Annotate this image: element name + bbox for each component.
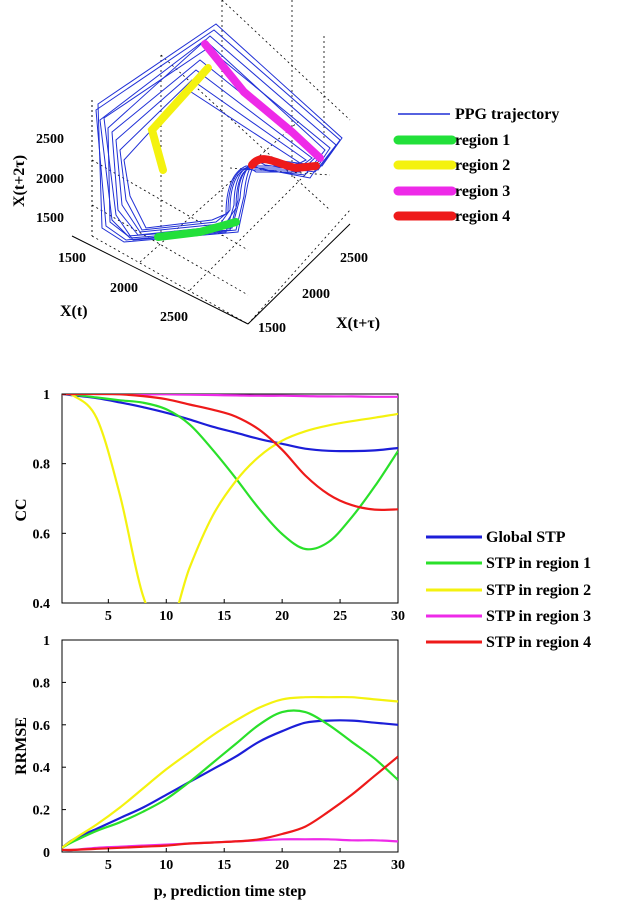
rrmse-y-tick-label: 1 [43,634,50,649]
y-tick: 2500 [340,251,368,266]
cc-y-ticks: 0.4 0.6 0.8 1 [33,388,66,612]
cc-x-tick-label: 20 [275,609,289,624]
legend-label: Global STP [486,529,566,546]
cc-plot: 5 10 15 20 25 30 0.4 0.6 0.8 1 CC [13,388,405,624]
rrmse-y-tick-label: 0.4 [33,761,51,776]
x-tick: 2000 [110,281,138,296]
legend-label: STP in region 2 [486,582,591,599]
legend-label: STP in region 1 [486,555,591,572]
cc-x-tick-label: 30 [391,609,405,624]
trajectory-legend: PPG trajectory region 1 region 2 region … [393,106,559,225]
cc-x-tick-label: 15 [217,609,231,624]
rrmse-y-tick-label: 0.2 [33,804,51,819]
cc-x-ticks: 5 10 15 20 25 30 [105,599,405,624]
rrmse-line-stp-in-region-2 [62,695,398,849]
rrmse-y-tick-label: 0.6 [33,719,51,734]
legend-label: region 4 [455,208,510,225]
cc-y-axis-label: CC [13,498,30,521]
region-2-segment [147,64,212,174]
rrmse-x-ticks: 5 10 15 20 25 30 [105,848,405,873]
rrmse-y-tick-label: 0 [43,846,50,861]
axis-ticks-3d: 2500 2000 1500 1500 2000 2500 2500 2000 … [36,132,368,336]
rrmse-x-tick-label: 5 [105,858,112,873]
z-tick: 2000 [36,172,64,187]
cc-series [62,394,398,603]
rrmse-line-stp-in-region-1 [62,709,398,849]
legend-label: PPG trajectory [455,106,559,123]
y-tick: 2000 [302,287,330,302]
legend-label: STP in region 3 [486,608,591,625]
rrmse-x-tick-label: 30 [391,858,405,873]
legend-label: region 3 [455,183,510,200]
cc-x-tick-label: 10 [159,609,173,624]
region-4-segment [248,155,320,173]
cc-y-tick-label: 1 [43,388,50,403]
y-axis-label: X(t+τ) [336,315,380,332]
stp-legend: Global STP STP in region 1 STP in region… [426,529,591,651]
cc-y-tick-label: 0.8 [33,458,51,473]
rrmse-y-axis-label: RRMSE [13,717,30,775]
box-axes [71,223,351,325]
cc-line-stp-in-region-3 [62,394,398,398]
rrmse-line-global-stp [62,719,398,849]
cc-x-tick-label: 5 [105,609,112,624]
rrmse-line-stp-in-region-4 [62,755,398,852]
rrmse-y-ticks: 0 0.2 0.4 0.6 0.8 1 [33,634,66,861]
cc-plot-frame [61,393,399,604]
cc-line-global-stp [62,394,398,453]
legend-label: STP in region 4 [486,634,591,651]
rrmse-plot: 5 10 15 20 25 30 0 0.2 0.4 0.6 0.8 1 RRMSE p, pred… [13,634,405,900]
rrmse-x-tick-label: 15 [217,858,231,873]
rrmse-x-tick-label: 25 [333,858,347,873]
cc-line-stp-in-region-1 [62,394,398,551]
x-axis-label: X(t) [60,303,88,320]
region-3-segment [201,40,324,162]
rrmse-series [62,695,398,852]
cc-y-tick-label: 0.6 [33,527,51,542]
y-tick: 1500 [258,321,286,336]
legend-label: region 2 [455,157,510,174]
box-gridlines [91,0,351,325]
cc-x-tick-label: 25 [333,609,347,624]
cc-line-stp-in-region-2 [62,394,398,603]
cc-line-stp-in-region-4 [62,394,398,511]
rrmse-plot-frame [61,639,399,853]
z-tick: 2500 [36,132,64,147]
cc-y-tick-label: 0.4 [33,597,51,612]
rrmse-x-tick-label: 10 [159,858,173,873]
z-tick: 1500 [36,211,64,226]
z-axis-label: X(t+2τ) [11,155,28,207]
rrmse-x-axis-label: p, prediction time step [154,883,307,900]
rrmse-x-tick-label: 20 [275,858,289,873]
legend-label: region 1 [455,132,510,149]
trajectory-3d-plot: 2500 2000 1500 1500 2000 2500 2500 2000 … [11,0,559,336]
x-tick: 1500 [58,251,86,266]
trajectory-regions [147,40,324,241]
x-tick: 2500 [160,310,188,325]
region-1-segment [154,218,240,241]
rrmse-y-tick-label: 0.8 [33,676,51,691]
